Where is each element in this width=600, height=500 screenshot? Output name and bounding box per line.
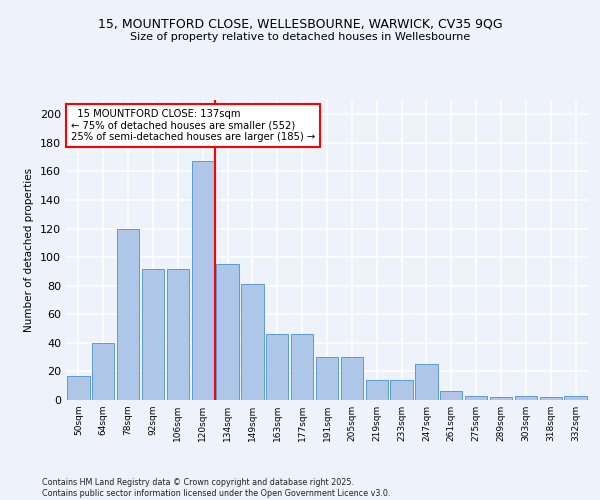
Bar xyxy=(142,268,164,400)
Bar xyxy=(217,264,239,400)
Bar xyxy=(241,284,263,400)
Bar xyxy=(341,357,363,400)
Bar xyxy=(191,162,214,400)
Bar xyxy=(266,334,289,400)
Bar xyxy=(117,228,139,400)
Y-axis label: Number of detached properties: Number of detached properties xyxy=(25,168,34,332)
Bar xyxy=(92,343,115,400)
Bar xyxy=(167,268,189,400)
Text: Contains HM Land Registry data © Crown copyright and database right 2025.
Contai: Contains HM Land Registry data © Crown c… xyxy=(42,478,391,498)
Bar xyxy=(440,392,463,400)
Bar xyxy=(67,376,89,400)
Bar xyxy=(539,397,562,400)
Bar xyxy=(415,364,437,400)
Bar xyxy=(365,380,388,400)
Bar xyxy=(391,380,413,400)
Bar xyxy=(515,396,537,400)
Bar xyxy=(316,357,338,400)
Text: Size of property relative to detached houses in Wellesbourne: Size of property relative to detached ho… xyxy=(130,32,470,42)
Text: 15 MOUNTFORD CLOSE: 137sqm
← 75% of detached houses are smaller (552)
25% of sem: 15 MOUNTFORD CLOSE: 137sqm ← 75% of deta… xyxy=(71,109,316,142)
Bar xyxy=(565,396,587,400)
Text: 15, MOUNTFORD CLOSE, WELLESBOURNE, WARWICK, CV35 9QG: 15, MOUNTFORD CLOSE, WELLESBOURNE, WARWI… xyxy=(98,18,502,30)
Bar xyxy=(291,334,313,400)
Bar xyxy=(490,397,512,400)
Bar xyxy=(465,396,487,400)
